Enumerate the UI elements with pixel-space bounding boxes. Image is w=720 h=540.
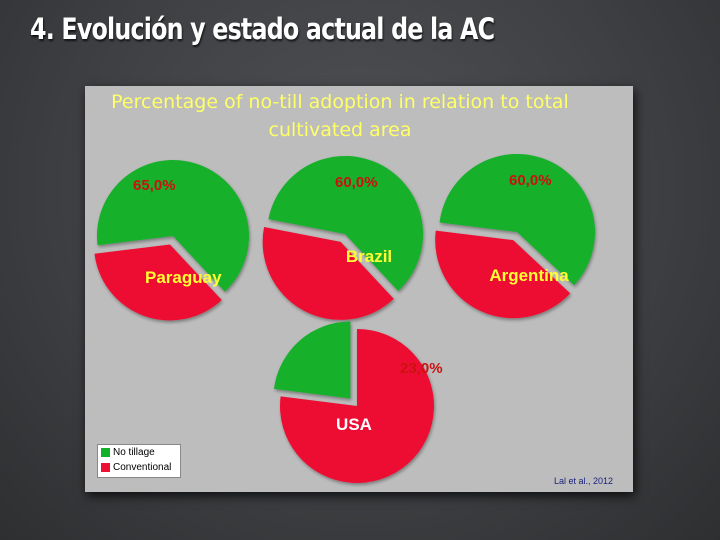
country-label-brazil: Brazil bbox=[346, 247, 392, 266]
legend-label-conventional: Conventional bbox=[113, 462, 172, 473]
pie-argentina bbox=[435, 154, 595, 319]
chart-title: Percentage of no-till adoption in relati… bbox=[111, 91, 569, 141]
slice-no-tillage-paraguay bbox=[97, 160, 249, 292]
slice-no-tillage-brazil bbox=[268, 156, 423, 292]
percent-label-paraguay: 65,0% bbox=[133, 177, 176, 194]
country-label-usa: USA bbox=[336, 415, 372, 434]
pie-brazil bbox=[262, 156, 423, 320]
slice-conventional-paraguay bbox=[94, 244, 222, 321]
pie-charts: 65,0% Paraguay 60,0% Brazil 60,0% Argentina 23… bbox=[94, 154, 595, 483]
chart-legend: No tillage Conventional bbox=[97, 444, 181, 478]
chart-panel: Percentage of no-till adoption in relati… bbox=[85, 86, 633, 492]
percent-label-brazil: 60,0% bbox=[335, 174, 378, 191]
legend-label-no-tillage: No tillage bbox=[113, 447, 155, 458]
slice-no-tillage-usa bbox=[273, 321, 351, 399]
percent-label-argentina: 60,0% bbox=[509, 172, 552, 189]
percent-label-usa: 23,0% bbox=[400, 360, 443, 377]
pie-paraguay bbox=[94, 160, 249, 321]
legend-item-no-tillage: No tillage bbox=[98, 445, 180, 460]
country-label-paraguay: Paraguay bbox=[145, 268, 222, 287]
country-label-argentina: Argentina bbox=[489, 266, 569, 285]
pie-usa bbox=[273, 321, 434, 483]
slice-conventional-usa bbox=[280, 329, 434, 483]
slide-title: 4. Evolución y estado actual de la AC bbox=[30, 12, 495, 46]
legend-item-conventional: Conventional bbox=[98, 460, 180, 475]
slice-conventional-argentina bbox=[435, 230, 571, 319]
slice-conventional-brazil bbox=[262, 226, 394, 320]
citation: Lal et al., 2012 bbox=[553, 476, 613, 486]
legend-swatch-no-tillage bbox=[101, 448, 110, 457]
slice-no-tillage-argentina bbox=[439, 154, 595, 286]
legend-swatch-conventional bbox=[101, 463, 110, 472]
